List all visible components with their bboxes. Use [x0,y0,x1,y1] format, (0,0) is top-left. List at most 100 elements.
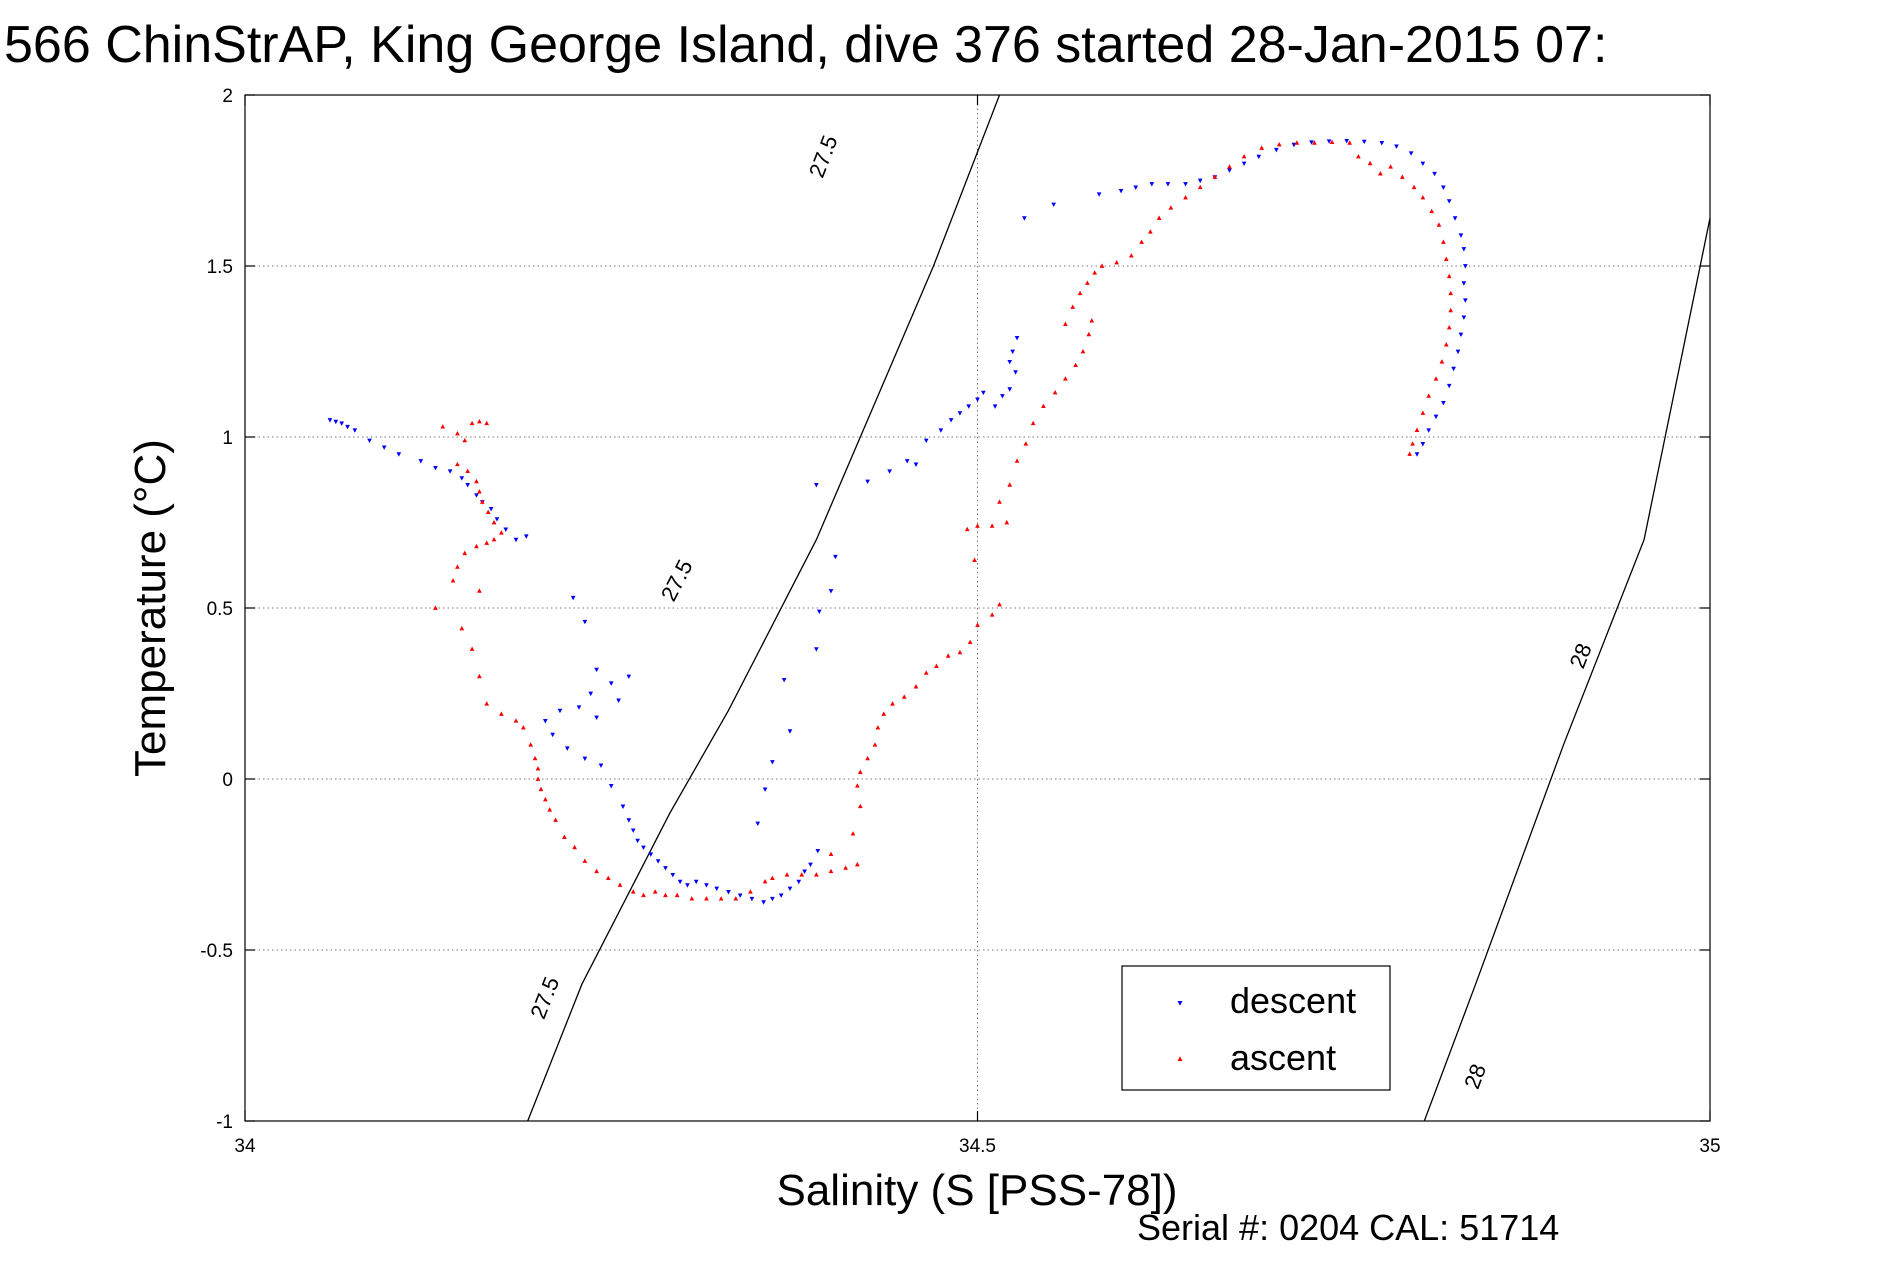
ascent-point [964,526,970,532]
descent-point [755,821,761,827]
ascent-point [828,868,834,874]
y-tick-label: 1 [222,428,233,449]
ascent-point [521,725,526,730]
ascent-point [582,858,588,863]
descent-point [1394,144,1399,149]
ascent-point [1070,304,1076,309]
ascent-point [547,807,553,812]
ascent-point [875,725,881,730]
ascent-point [1426,393,1432,398]
descent-point [1432,171,1437,177]
ascent-point [1089,318,1095,323]
descent-point [1165,182,1171,187]
ascent-point [843,865,848,870]
ascent-point [1448,307,1454,313]
ascent-point [857,769,863,774]
descent-point [663,866,668,871]
descent-point [966,404,972,409]
descent-point [503,527,509,532]
ascent-point [542,796,548,802]
ascent-point [1052,389,1058,395]
ascent-point [491,537,497,542]
x-tick-label: 34.5 [959,1136,996,1157]
ascent-point [474,543,479,549]
ascent-point [1148,229,1153,234]
descent-point [433,465,438,471]
ascent-point [1073,362,1078,367]
descent-point [1051,202,1057,208]
ascent-point [617,882,623,887]
ascent-point [865,755,870,761]
y-axis-label: Temperature (°C) [126,439,175,777]
descent-point [787,729,793,734]
grid-lines [245,95,1710,1121]
ascent-point [1063,321,1068,326]
ascent-point [857,803,863,809]
descent-point [865,479,870,485]
ascent-point [528,742,534,747]
ascent-point [1030,420,1036,426]
descent-point [913,462,919,467]
descent-point [418,459,424,464]
descent-point [1014,336,1020,341]
ascent-point [1400,174,1405,179]
ascent-point [1086,331,1092,337]
ascent-point [1168,205,1174,210]
ascent-point [1139,239,1144,244]
ascent-point [967,639,973,645]
descent-point [557,708,563,714]
ascent-point [1227,164,1232,169]
descent-point [620,804,626,809]
descent-point [598,763,604,768]
ascent-point [1077,290,1083,296]
ascent-point [1410,441,1415,446]
descent-point [1379,141,1385,146]
legend-label-ascent: ascent [1230,1037,1336,1078]
ascent-point [1092,270,1098,275]
descent-point [1461,281,1467,286]
descent-point [594,715,599,721]
descent-point [761,900,766,905]
ascent-point [469,646,475,651]
descent-point [1183,182,1188,187]
ascent-point [1014,458,1020,463]
descent-point [1149,182,1155,187]
descent-point [816,609,822,615]
descent-point [367,438,372,444]
descent-point [975,397,980,402]
ascent-point [455,461,460,467]
descent-point [1433,414,1439,420]
descent-point [459,476,465,481]
descent-point [616,698,621,703]
descent-point [608,681,614,686]
descent-point [588,691,594,697]
descent-point [693,879,699,885]
ascent-point [855,783,860,788]
axis-ticks: 34 34.5 35 -1 -0.5 0 0.5 1 1.5 2 [200,86,1720,1157]
descent-point [1197,178,1203,184]
descent-point [992,404,998,409]
descent-point [339,421,345,426]
descent-point [749,896,755,902]
y-tick-label: 0.5 [207,599,233,620]
ascent-point [459,625,465,631]
descent-point [1463,298,1468,303]
descent-point [1446,199,1452,204]
descent-point [474,493,479,498]
ascent-point [855,861,860,867]
ascent-point [535,766,541,771]
ascent-point [450,578,456,583]
ascent-point [538,786,544,792]
descent-point [1274,147,1279,153]
y-tick-label: 1.5 [207,257,233,278]
ascent-point [1388,164,1393,169]
descent-point [635,838,640,844]
descent-point [1420,442,1426,447]
ascent-point [572,844,577,850]
descent-point [938,428,944,433]
ascent-point [674,892,680,898]
ascent-point [997,499,1002,504]
ascent-point [535,776,541,781]
descent-point [948,418,954,423]
